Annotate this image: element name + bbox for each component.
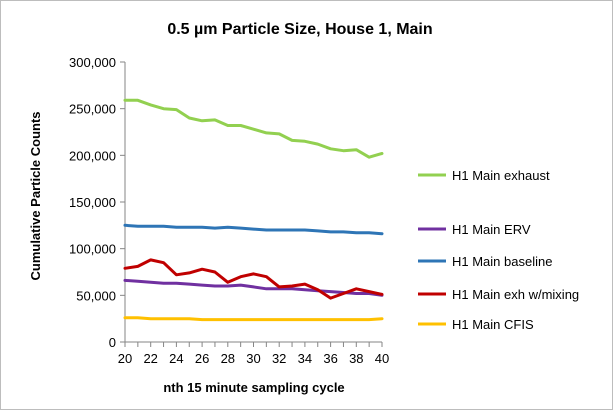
legend-label-2: H1 Main ERV: [452, 222, 531, 237]
legend: H1 Main exhaust H1 Main ERV H1 Main baseli…: [418, 168, 579, 332]
y-tick-label: 150,000: [69, 195, 116, 210]
series-line-5: [123, 316, 384, 322]
x-tick-label: 26: [195, 351, 209, 366]
x-tick-label: 28: [221, 351, 235, 366]
legend-label-1: H1 Main exhaust: [452, 168, 550, 183]
series-line-1: [123, 98, 384, 159]
legend-label-5: H1 Main CFIS: [452, 317, 534, 332]
chart-title: 0.5 µm Particle Size, House 1, Main: [167, 21, 432, 38]
series-line-4: [123, 258, 384, 300]
x-tick-label: 36: [323, 351, 337, 366]
plot-area: 0 50,000 100,000 150,000 200,000 250,000 300,0…: [69, 55, 389, 366]
x-tick-label: 22: [143, 351, 157, 366]
y-axis-title: Cumulative Particle Counts: [28, 111, 43, 280]
x-tick-label: 24: [169, 351, 183, 366]
x-tick-label: 40: [375, 351, 389, 366]
y-tick-label: 200,000: [69, 148, 116, 163]
y-tick-label: 100,000: [69, 242, 116, 257]
x-tick-label: 30: [246, 351, 260, 366]
x-tick-label: 32: [272, 351, 286, 366]
legend-label-3: H1 Main baseline: [452, 254, 552, 269]
x-axis-title: nth 15 minute sampling cycle: [163, 380, 344, 395]
y-tick-label: 50,000: [76, 288, 116, 303]
y-tick-label: 300,000: [69, 55, 116, 70]
y-tick-label: 0: [109, 335, 116, 350]
x-tick-label: 20: [118, 351, 132, 366]
y-tick-label: 250,000: [69, 102, 116, 117]
x-tick-label: 38: [349, 351, 363, 366]
series-line-3: [123, 223, 384, 236]
series-line-2: [123, 278, 384, 297]
x-tick-label: 34: [298, 351, 312, 366]
legend-label-4: H1 Main exh w/mixing: [452, 287, 579, 302]
